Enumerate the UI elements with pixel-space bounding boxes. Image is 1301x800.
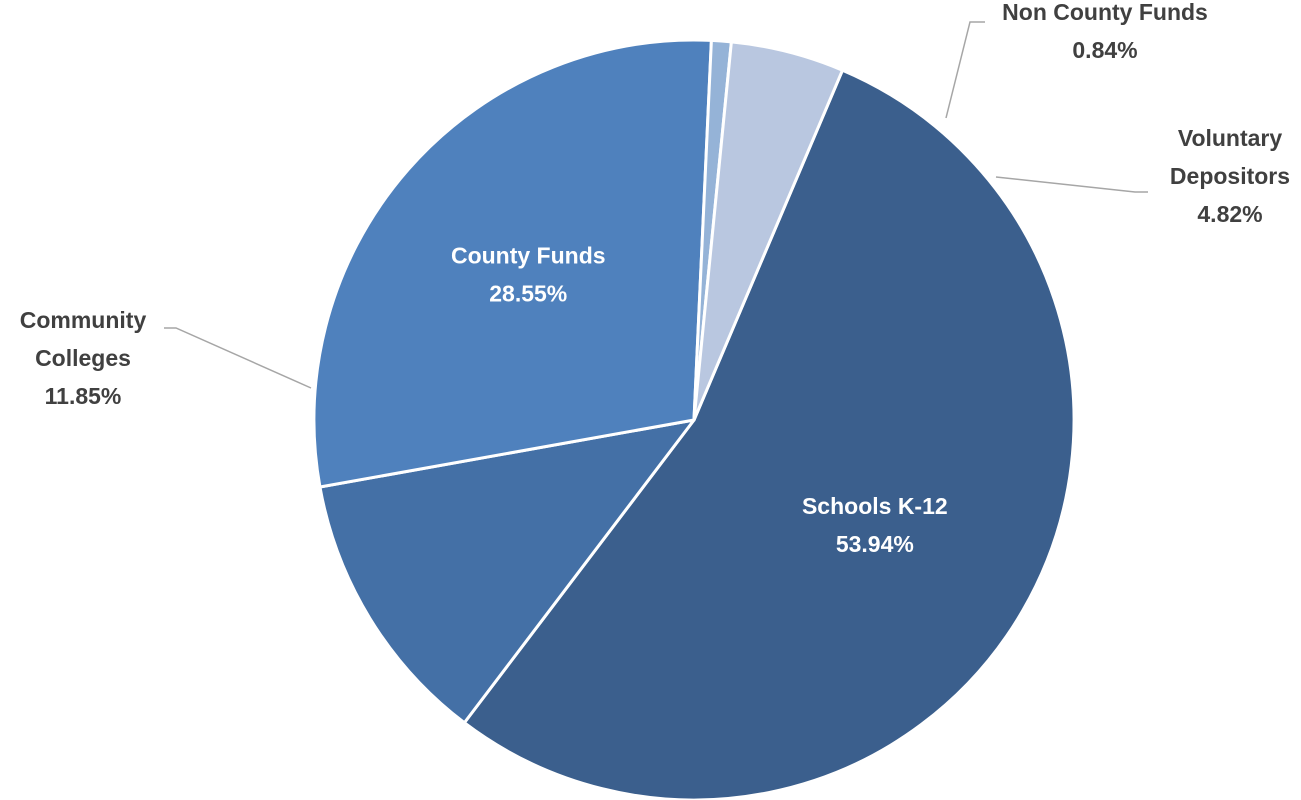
leader-line-community-colleges [164,327,312,389]
label-schools-k-12: Schools K-12 53.94% [802,493,948,557]
slice-schools-k-12 [462,68,1076,800]
slice-name: Non County Funds [1002,0,1208,25]
slice-percentage: 53.94% [836,531,914,557]
leader-line-non-county-funds [945,21,985,119]
slice-name: Schools K-12 [802,493,948,519]
slice-name: Community [20,307,147,333]
slice-percentage: 4.82% [1197,201,1262,227]
leader-line-voluntary-depositors [995,176,1148,193]
label-county-funds: County Funds 28.55% [451,243,606,307]
label-community-colleges: Community Colleges 11.85% [20,307,147,409]
slice-percentage: 0.84% [1072,37,1137,63]
slice-voluntary-depositors [692,40,844,422]
slice-name: Colleges [35,345,131,371]
slice-county-funds [312,38,713,489]
label-voluntary-depositors: Voluntary Depositors 4.82% [1170,125,1290,227]
leader-lines [164,21,1148,389]
slice-name: Voluntary [1178,125,1283,151]
slice-percentage: 11.85% [45,383,122,409]
label-non-county-funds: Non County Funds 0.84% [1002,0,1208,63]
slice-name: County Funds [451,243,606,269]
slice-labels: Schools K-12 53.94% Community Colleges 11.85… [20,0,1290,557]
slice-name: Depositors [1170,163,1290,189]
pie-slices [312,38,1076,800]
slice-community-colleges [318,418,696,725]
slice-percentage: 28.55% [489,281,567,307]
